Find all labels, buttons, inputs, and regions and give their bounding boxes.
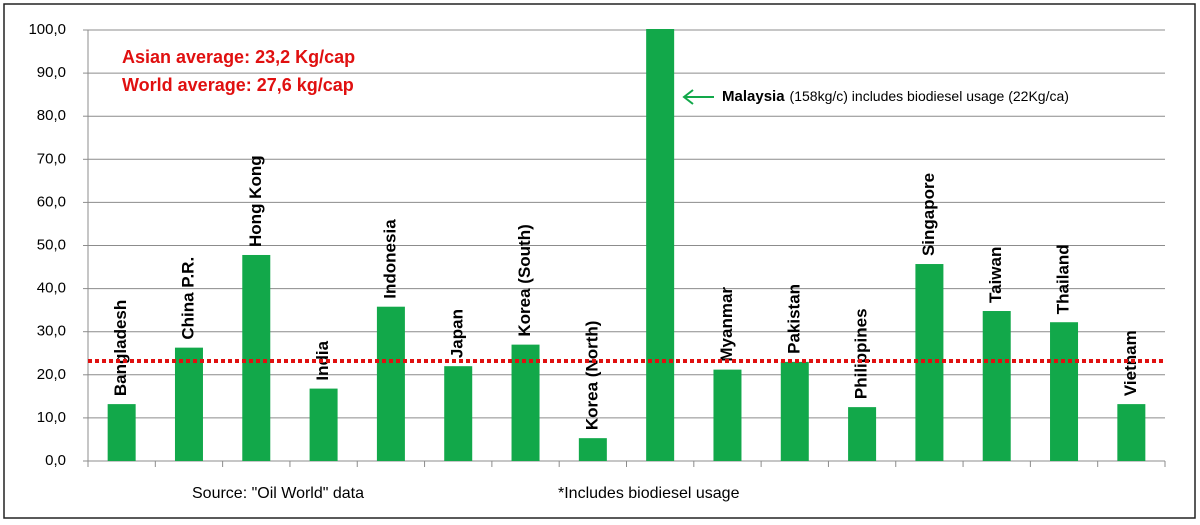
category-label: Myanmar <box>717 287 736 362</box>
annotation: World average: 27,6 kg/cap <box>122 75 354 95</box>
y-tick-label: 80,0 <box>37 107 66 124</box>
bar <box>1117 404 1146 461</box>
bar <box>713 369 742 461</box>
bar <box>511 344 540 461</box>
bar <box>982 311 1011 461</box>
y-tick-label: 40,0 <box>37 280 66 297</box>
y-tick-label: 60,0 <box>37 193 66 210</box>
bar <box>376 306 405 461</box>
malaysia-text: (158kg/c) includes biodiesel usage (22Kg… <box>790 88 1069 104</box>
y-tick-label: 70,0 <box>37 150 66 167</box>
category-label: Taiwan <box>986 247 1005 303</box>
y-tick-label: 0,0 <box>45 452 66 469</box>
bar <box>242 254 271 461</box>
category-label: Singapore <box>919 173 938 256</box>
category-label: Philippines <box>852 308 871 399</box>
bar <box>174 347 203 461</box>
y-tick-label: 50,0 <box>37 236 66 253</box>
bar <box>780 361 809 461</box>
category-label: Vietnam <box>1121 330 1140 396</box>
category-label: Indonesia <box>380 219 399 299</box>
category-label: Bangladesh <box>111 300 130 396</box>
category-label: Korea (South) <box>515 224 534 336</box>
bar <box>578 438 607 461</box>
y-tick-label: 90,0 <box>37 64 66 81</box>
bar <box>309 388 338 461</box>
y-tick-label: 100,0 <box>28 21 66 38</box>
malaysia-arrow <box>682 89 714 105</box>
annotation: Asian average: 23,2 Kg/cap <box>122 47 355 67</box>
y-tick-label: 20,0 <box>37 366 66 383</box>
bar <box>848 407 877 461</box>
y-tick-label: 10,0 <box>37 409 66 426</box>
bar <box>1050 322 1079 461</box>
bar <box>646 29 675 461</box>
category-label: Korea (North) <box>582 321 601 431</box>
category-label: Pakistan <box>784 284 803 354</box>
category-label: Thailand <box>1054 244 1073 314</box>
bar <box>107 404 136 461</box>
malaysia-note: Malaysia (158kg/c) includes biodiesel usa… <box>722 88 1069 105</box>
footnote: *Includes biodiesel usage <box>558 485 740 502</box>
category-label: China P.R. <box>178 257 197 340</box>
bar <box>444 366 473 461</box>
category-label: Hong Kong <box>246 155 265 247</box>
malaysia-name: Malaysia <box>722 88 785 105</box>
category-label: Japan <box>448 309 467 358</box>
y-tick-label: 30,0 <box>37 323 66 340</box>
footnote: Source: "Oil World" data <box>192 485 364 502</box>
